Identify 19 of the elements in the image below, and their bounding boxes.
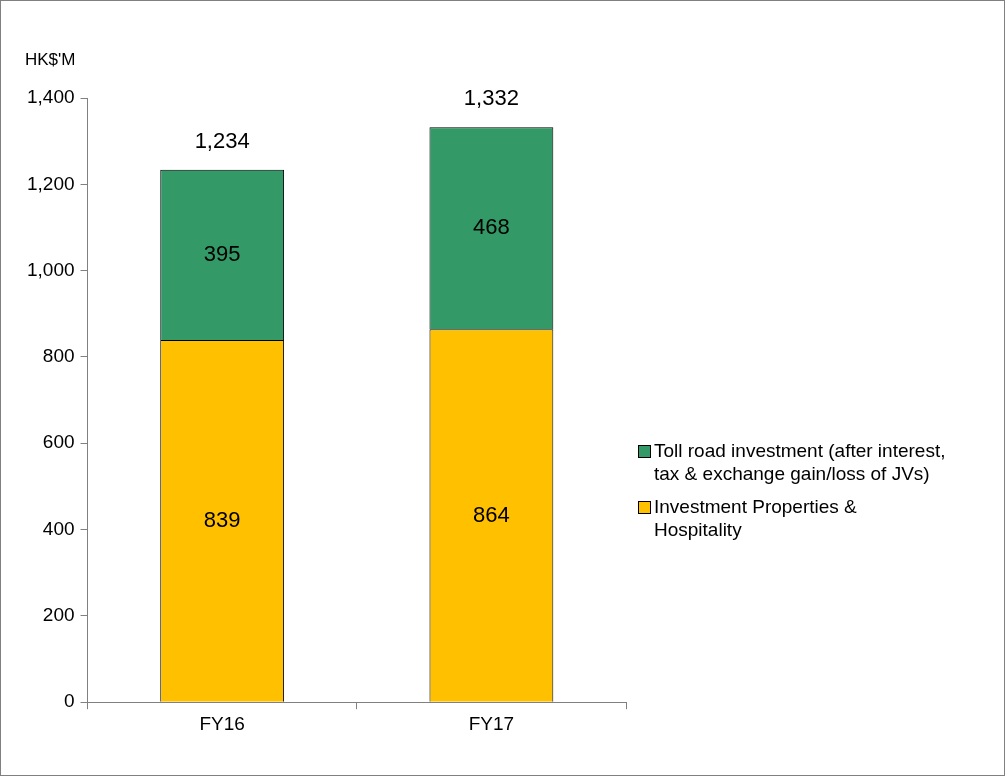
x-tick-label: FY16 (199, 712, 245, 734)
y-tick-label: 1,000 (27, 258, 75, 280)
y-tick-label: 1,200 (27, 172, 75, 194)
y-tick-label: 800 (42, 345, 75, 367)
x-tick-label: FY17 (468, 712, 515, 734)
y-tick-label: 1,400 (27, 86, 75, 108)
y-tick-label: 200 (42, 604, 75, 626)
y-axis-title: HK$'M (25, 49, 76, 69)
data-label: 395 (203, 240, 241, 266)
total-label: 1,332 (463, 85, 519, 111)
y-tick-label: 0 (63, 690, 75, 712)
data-label: 468 (473, 214, 510, 240)
total-label: 1,234 (194, 127, 250, 153)
legend-label: Toll road investment (after interest, tax & exchange gain/loss of JVs) (654, 439, 947, 485)
legend-label: Investment Properties & Hospitality (654, 495, 858, 541)
y-tick-label: 600 (42, 431, 75, 453)
y-tick-label: 400 (42, 517, 75, 539)
data-label: 864 (473, 501, 510, 527)
data-label: 839 (203, 506, 241, 532)
